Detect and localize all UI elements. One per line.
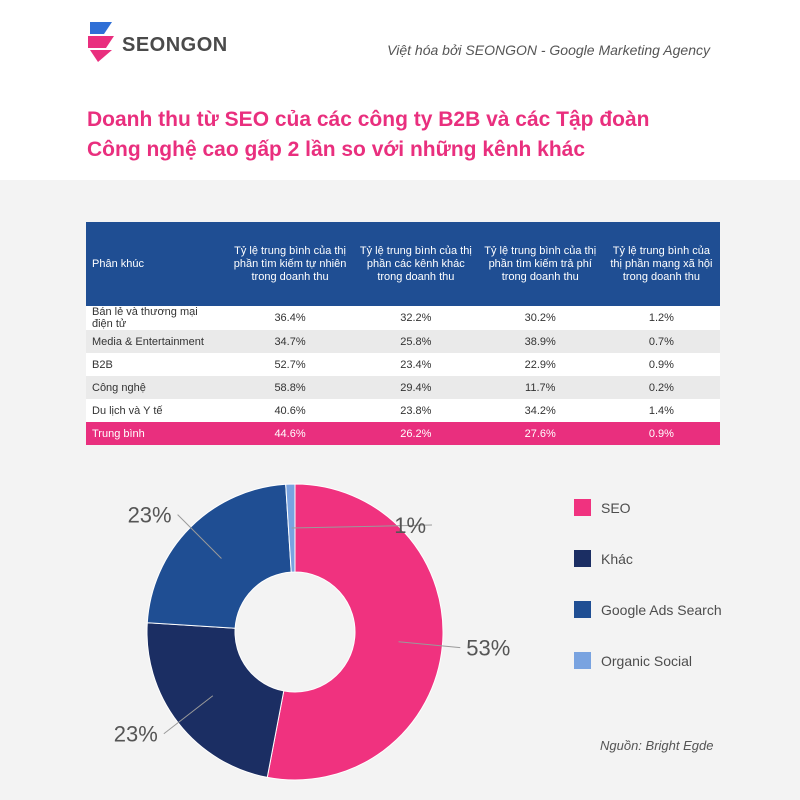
table-cell: 23.4% [400,358,432,371]
table-cell: 44.6% [274,427,306,440]
table-cell: 30.2% [524,312,556,324]
table-cell: 27.6% [524,427,556,440]
table-cell: 34.7% [274,335,306,348]
table-row: Bán lẻ và thương mại điện tử 36.4% 32.2%… [86,306,720,330]
legend-swatch [574,601,591,618]
donut-chart: 53% 23% 23% 1% [114,483,510,781]
table-cell: 52.7% [274,358,306,371]
table-row: Du lịch và Y tế 40.6% 23.8% 34.2% 1.4% [86,399,720,422]
table-cell: 34.2% [524,404,556,417]
legend-item: SEO [574,498,754,518]
data-label: 23% [114,722,158,747]
table-header-row: Phân khúc Tỷ lệ trung bình của thị phần … [86,222,720,306]
table-cell: 11.7% [525,381,556,394]
table-cell: 36.4% [274,312,306,324]
table-cell: B2B [92,358,113,371]
data-label: 23% [128,503,172,528]
legend-label: SEO [601,500,631,516]
data-label: 53% [466,636,510,661]
table-cell: Media & Entertainment [92,335,204,348]
legend-swatch [574,652,591,669]
legend-item: Khác [574,549,754,569]
table-cell: 0.9% [648,427,674,440]
pie-slice-seo [266,483,444,781]
table-cell: 23.8% [400,404,432,417]
table-header-cell: Tỷ lệ trung bình của thị phần tìm kiếm t… [484,244,597,283]
legend-item: Google Ads Search [574,600,754,620]
table-cell: Bán lẻ và thương mại điện tử [92,306,198,330]
source-note: Nguồn: Bright Egde [600,738,714,753]
header-area: SEONGON Việt hóa bởi SEONGON - Google Ma… [0,0,800,180]
table-cell: 29.4% [400,381,432,394]
legend-swatch [574,550,591,567]
table-cell: 58.8% [274,381,306,394]
pie-slice-kh-c [146,622,285,778]
table-cell: 0.7% [648,335,674,348]
leader-line [163,695,214,735]
table-cell: 1.4% [648,404,674,417]
legend-label: Google Ads Search [601,602,722,618]
legend-swatch [574,499,591,516]
table-row: B2B 52.7% 23.4% 22.9% 0.9% [86,353,720,376]
table-cell: 32.2% [400,312,432,324]
leader-line [291,524,433,529]
table-row: Media & Entertainment 34.7% 25.8% 38.9% … [86,330,720,353]
title-line-1: Doanh thu từ SEO của các công ty B2B và … [87,108,650,131]
legend-label: Organic Social [601,653,693,669]
legend-item: Organic Social [574,651,754,671]
leader-line [398,641,461,649]
table-cell: 0.2% [648,381,674,394]
table-cell: 0.9% [648,358,674,371]
table-row: Công nghệ 58.8% 29.4% 11.7% 0.2% [86,376,720,399]
table-header-cell: Tỷ lệ trung bình của thị phần mạng xã hộ… [610,244,713,283]
table-cell: 22.9% [524,358,556,371]
data-label: 1% [394,513,426,538]
table-cell: Công nghệ [92,381,146,394]
table-cell: 40.6% [274,404,306,417]
leader-line [177,514,222,559]
table-cell: 1.2% [648,312,674,324]
table-average-row: Trung bình 44.6% 26.2% 27.6% 0.9% [86,422,720,445]
table-cell: 25.8% [400,335,432,348]
logo: SEONGON [84,20,264,64]
seongon-logo-icon [88,22,114,62]
title-line-2: Công nghệ cao gấp 2 lần so với những kên… [87,138,586,161]
table-cell: Trung bình [92,427,145,440]
table-header-cell: Tỷ lệ trung bình của thị phần các kênh k… [359,244,472,283]
credit-text: Việt hóa bởi SEONGON - Google Marketing … [387,42,710,58]
pie-slice-organic-social [285,483,296,573]
table-cell: 38.9% [524,335,556,348]
table-header-cell: Tỷ lệ trung bình của thị phần tìm kiếm t… [233,244,347,283]
revenue-table: Phân khúc Tỷ lệ trung bình của thị phần … [86,222,720,445]
table-header-cell: Phân khúc [92,257,144,270]
table-cell: 26.2% [400,427,432,440]
table-cell: Du lịch và Y tế [92,404,163,417]
page-title: Doanh thu từ SEO của các công ty B2B và … [87,105,727,165]
legend-label: Khác [601,551,633,567]
logo-text: SEONGON [122,34,228,56]
